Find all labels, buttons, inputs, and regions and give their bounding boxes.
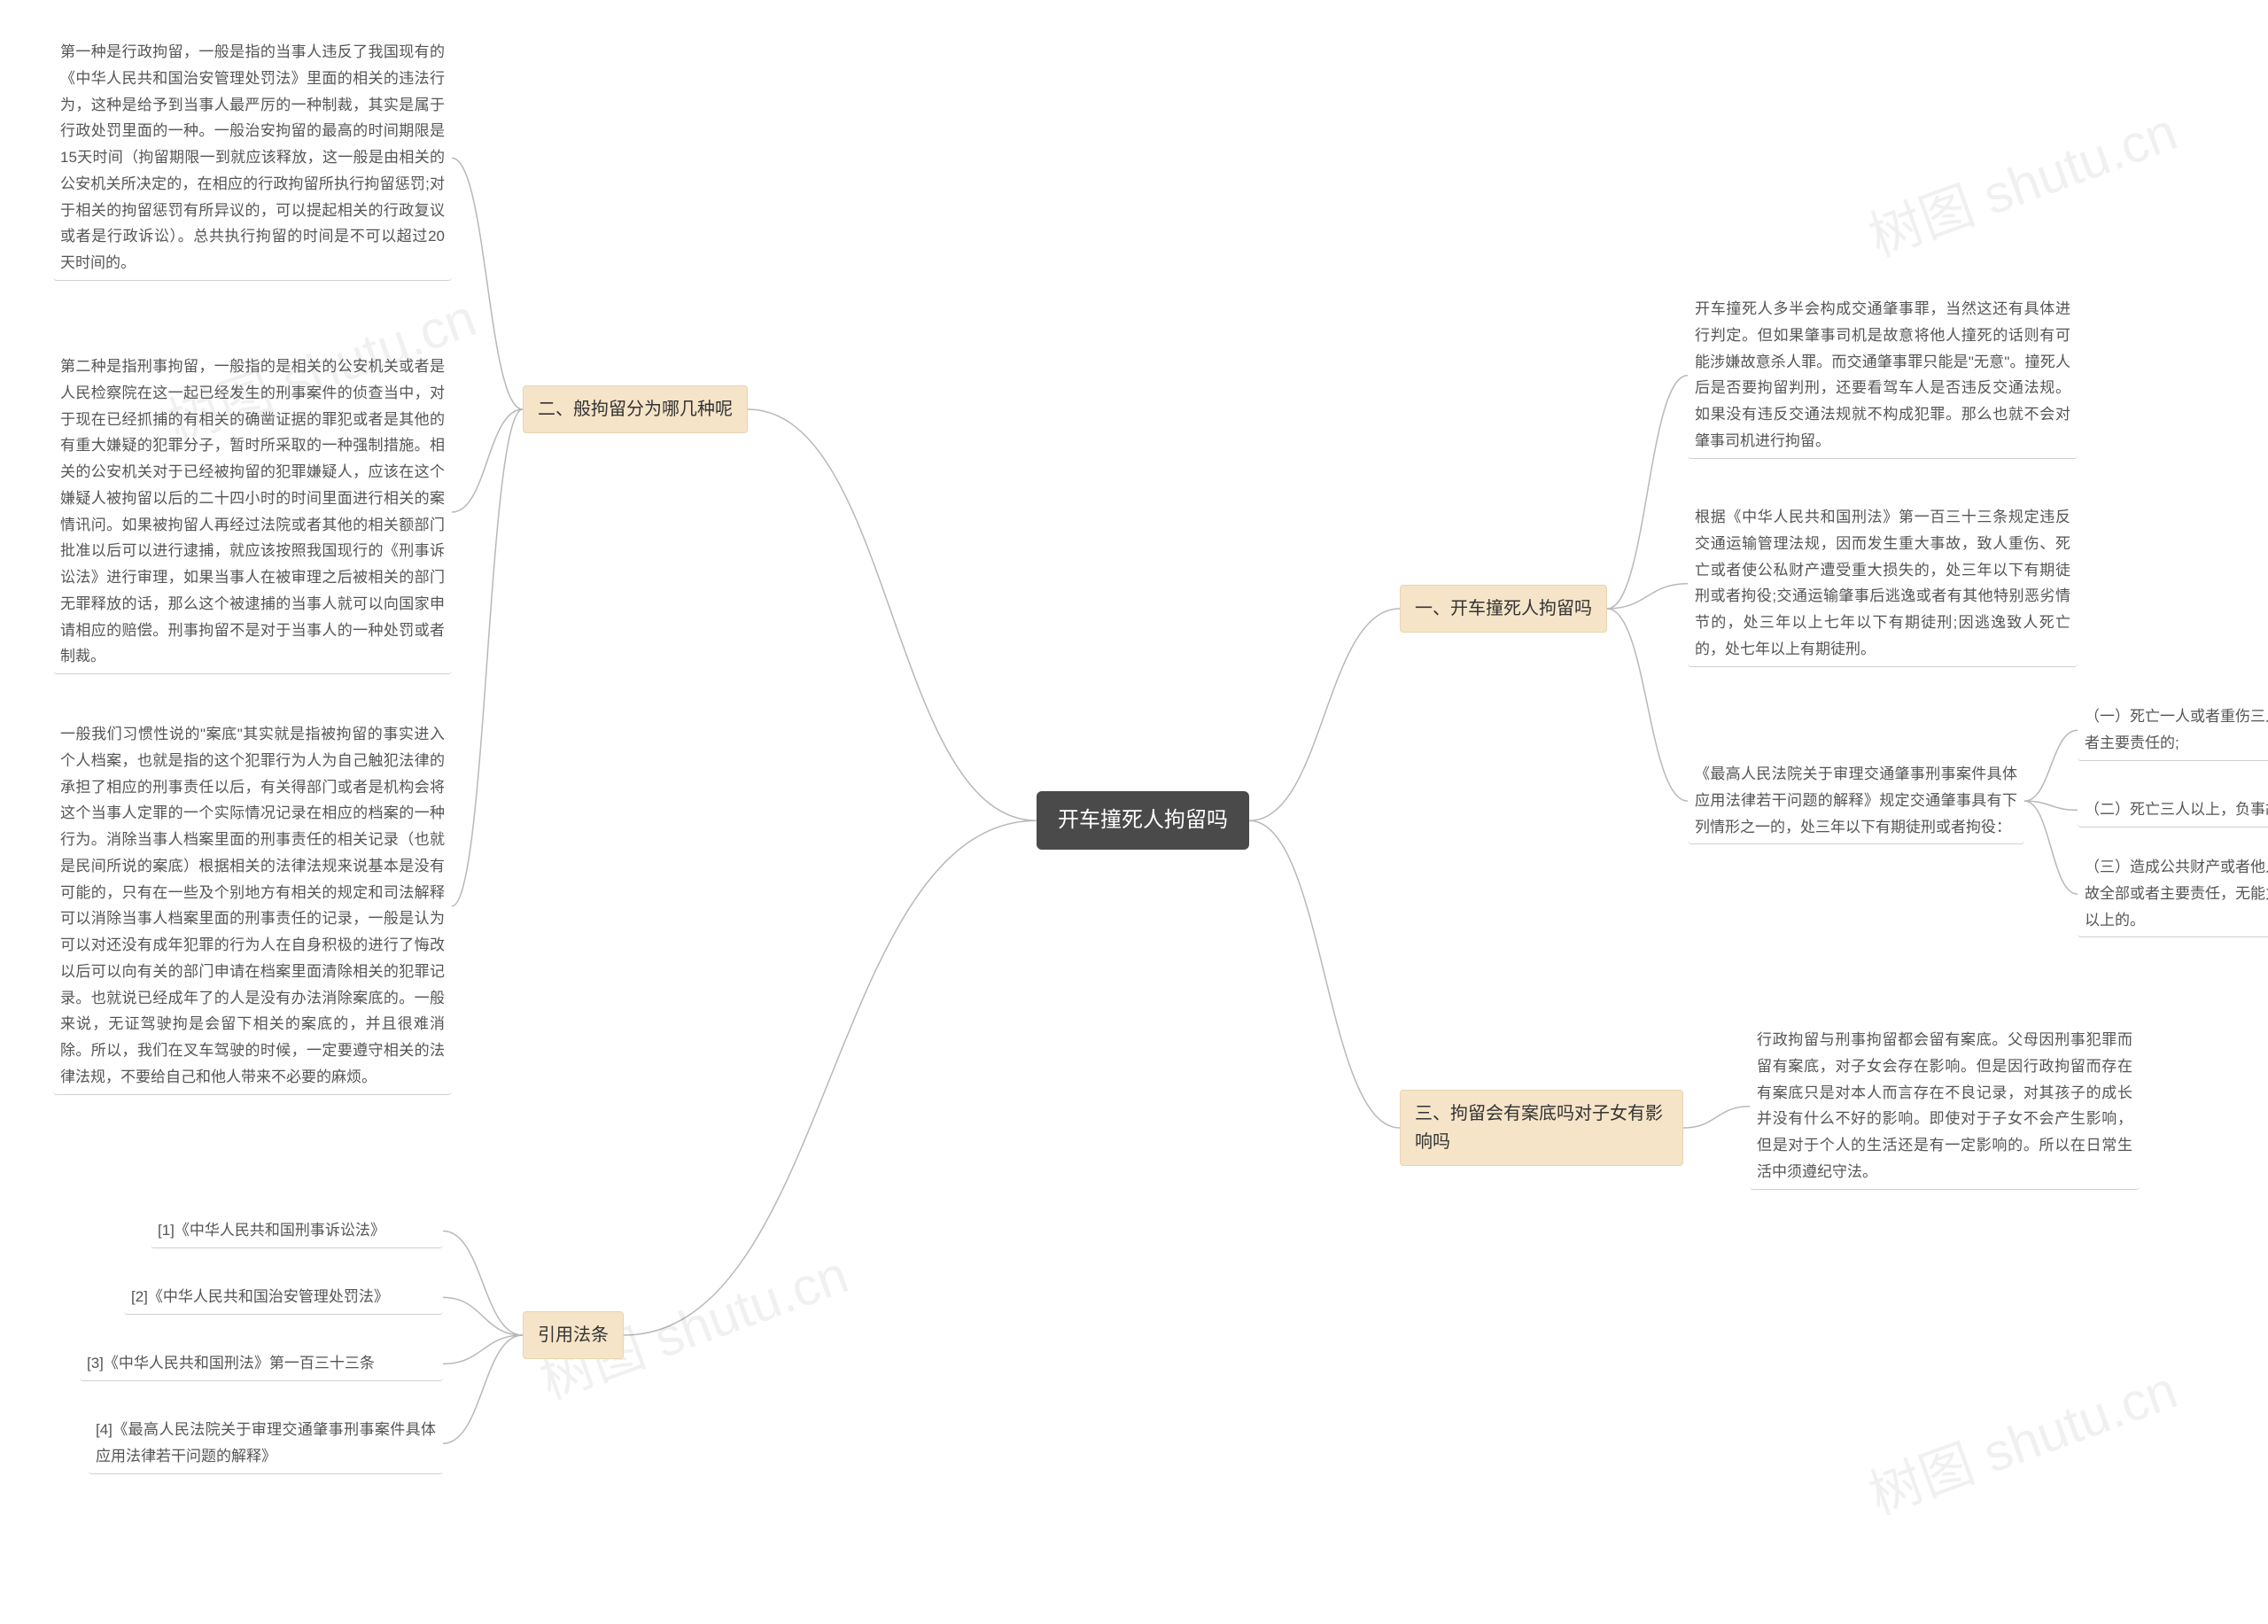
leaf-node-l2c: 一般我们习惯性说的"案底"其实就是指被拘留的事实进入个人档案，也就是指的这个犯罪… — [53, 718, 452, 1095]
leaf-node-l1a: 开车撞死人多半会构成交通肇事罪，当然这还有具体进行判定。但如果肇事司机是故意将他… — [1688, 292, 2078, 459]
center-node: 开车撞死人拘留吗 — [1037, 791, 1249, 850]
leaf-node-l1b: 根据《中华人民共和国刑法》第一百三十三条规定违反交通运输管理法规，因而发生重大事… — [1688, 501, 2078, 667]
leaf-node-l4a: [1]《中华人民共和国刑事诉讼法》 — [151, 1214, 443, 1248]
leaf-node-l1c1: （一）死亡一人或者重伤三人以上，负事故全部或者主要责任的; — [2078, 700, 2268, 761]
section-node-s3: 三、拘留会有案底吗对子女有影响吗 — [1400, 1090, 1683, 1166]
leaf-node-l3a: 行政拘留与刑事拘留都会留有案底。父母因刑事犯罪而留有案底，对子女会存在影响。但是… — [1750, 1023, 2140, 1190]
section-node-s1: 一、开车撞死人拘留吗 — [1400, 585, 1607, 633]
leaf-node-l1c3: （三）造成公共财产或者他人财产直接损失，负事故全部或者主要责任，无能力赔偿数额在… — [2078, 851, 2268, 937]
section-node-s4: 引用法条 — [523, 1311, 624, 1359]
leaf-node-l1c2: （二）死亡三人以上，负事故同等责任的; — [2078, 793, 2268, 828]
watermark: 树图 shutu.cn — [1857, 1347, 2186, 1529]
leaf-node-l4b: [2]《中华人民共和国治安管理处罚法》 — [124, 1280, 443, 1315]
leaf-node-l2b: 第二种是指刑事拘留，一般指的是相关的公安机关或者是人民检察院在这一起已经发生的刑… — [53, 350, 452, 674]
leaf-node-l4c: [3]《中华人民共和国刑法》第一百三十三条 — [80, 1347, 443, 1381]
leaf-node-l4d: [4]《最高人民法院关于审理交通肇事刑事案件具体应用法律若干问题的解释》 — [89, 1413, 443, 1474]
leaf-node-l1c: 《最高人民法院关于审理交通肇事刑事案件具体应用法律若干问题的解释》规定交通肇事具… — [1688, 758, 2024, 844]
section-node-s2: 二、般拘留分为哪几种呢 — [523, 385, 748, 433]
leaf-node-l2a: 第一种是行政拘留，一般是指的当事人违反了我国现有的《中华人民共和国治安管理处罚法… — [53, 35, 452, 281]
watermark: 树图 shutu.cn — [1857, 89, 2186, 271]
center-label: 开车撞死人拘留吗 — [1058, 808, 1228, 832]
